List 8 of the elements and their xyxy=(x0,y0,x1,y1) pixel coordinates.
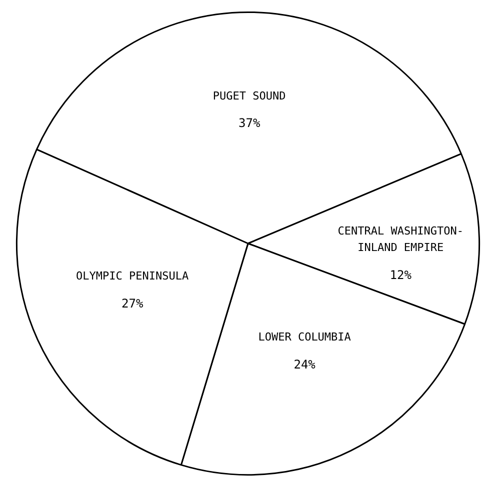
data-label: 24% xyxy=(294,358,316,372)
slice-label: CENTRAL WASHINGTON-INLAND EMPIRE xyxy=(338,224,464,254)
slice-label: OLYMPIC PENINSULA xyxy=(76,270,189,283)
slice-label: PUGET SOUND xyxy=(212,89,286,102)
slice-label: LOWER COLUMBIA xyxy=(258,330,352,344)
data-label: 27% xyxy=(121,296,144,310)
data-label: 37% xyxy=(238,116,261,130)
data-label: 12% xyxy=(390,268,412,282)
